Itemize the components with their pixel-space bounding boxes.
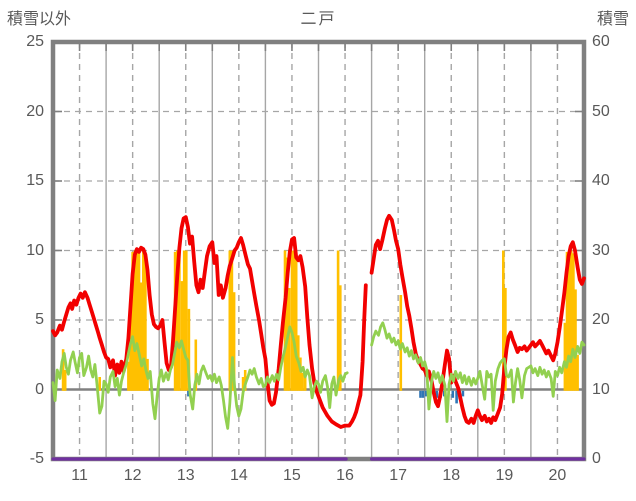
orange-bars-bar — [241, 377, 245, 391]
orange-bars-bar — [563, 322, 567, 391]
orange-bars-bar — [339, 285, 342, 391]
orange-bars-bar — [301, 372, 304, 391]
blue-bars-bar — [435, 390, 439, 398]
orange-bars-bar — [294, 253, 298, 391]
orange-bars-bar — [292, 250, 296, 391]
left-axis-tick-label: 10 — [26, 241, 44, 259]
orange-bars-bar — [288, 288, 291, 391]
orange-bars-bar — [565, 251, 569, 391]
orange-bars-bar — [142, 250, 145, 391]
blue-bars-bar — [455, 390, 458, 404]
left-axis-tick-label: 20 — [26, 102, 44, 120]
orange-bars-bar — [285, 257, 289, 391]
right-axis-tick-label: 30 — [592, 241, 610, 259]
orange-bars-bar — [178, 250, 181, 391]
orange-bars-bar — [399, 295, 403, 391]
orange-bars-bar — [176, 250, 179, 391]
orange-bars-bar — [182, 250, 186, 391]
right-axis-tick-label: 40 — [592, 172, 610, 189]
orange-bars-bar — [572, 253, 575, 391]
red-line — [369, 213, 586, 425]
orange-bars-bar — [230, 250, 234, 391]
red-line — [51, 215, 368, 429]
orange-bars-bar — [137, 251, 141, 391]
orange-bars-bar — [574, 289, 577, 391]
chart-title: 二戸 — [300, 11, 337, 28]
left-axis-tick-label: 5 — [35, 311, 44, 328]
orange-bars-bar — [303, 377, 307, 391]
orange-bars-bar — [63, 370, 67, 391]
blue-bars-bar — [187, 390, 190, 397]
x-axis-tick-label: 18 — [442, 467, 461, 484]
orange-bars-bar — [187, 308, 191, 391]
blue-bars-bar — [451, 390, 455, 398]
orange-bars-bar — [336, 250, 340, 391]
orange-bars-bar — [232, 292, 236, 391]
orange-bars-bar — [98, 377, 101, 391]
x-axis-tick-label: 11 — [71, 467, 88, 484]
x-axis-tick-label: 15 — [283, 467, 301, 484]
right-axis-tick-label: 20 — [592, 311, 610, 328]
right-axis-tick-label: 10 — [592, 380, 610, 398]
left-axis-tick-label: 15 — [26, 172, 44, 189]
x-axis-tick-label: 19 — [495, 467, 514, 484]
left-axis-title: 積雪以外 — [7, 11, 72, 28]
orange-bars-bar — [299, 357, 302, 391]
orange-bars-bar — [502, 250, 505, 391]
blue-bars-bar — [461, 390, 465, 397]
x-axis-tick-label: 12 — [123, 467, 142, 484]
orange-bars-bar — [133, 250, 137, 391]
right-axis-tick-label: 50 — [592, 102, 610, 120]
orange-bars-bar — [135, 250, 139, 391]
x-axis-tick-label: 16 — [336, 467, 354, 484]
orange-bars-bar — [504, 288, 507, 391]
left-axis-tick-label: 0 — [35, 380, 44, 398]
orange-bars-bar — [570, 250, 573, 391]
orange-bars-bar — [131, 251, 134, 391]
orange-bars-bar — [290, 250, 294, 391]
blue-bars-bar — [425, 390, 428, 397]
orange-bars-bar — [127, 361, 130, 391]
right-axis-title: 積雪 — [596, 11, 629, 28]
orange-bars-bar — [576, 354, 579, 391]
orange-bars-bar — [194, 339, 198, 391]
x-axis-tick-label: 20 — [548, 467, 567, 484]
orange-bars-bar — [228, 250, 232, 391]
orange-bars-bar — [144, 254, 147, 391]
green-line — [370, 321, 586, 423]
blue-bars-bar — [419, 390, 422, 398]
green-line — [51, 325, 349, 430]
orange-bars-bar — [61, 349, 65, 391]
orange-bars-bar — [185, 250, 188, 391]
blue-bars-bar — [421, 390, 425, 398]
x-axis-tick-label: 14 — [229, 467, 248, 484]
left-axis-tick-label: -5 — [29, 450, 44, 467]
right-axis-tick-label: 60 — [592, 33, 610, 50]
orange-bars-bar — [139, 282, 143, 391]
x-axis-tick-label: 17 — [389, 467, 408, 484]
x-axis-tick-label: 13 — [176, 467, 195, 484]
right-axis-tick-label: 0 — [592, 450, 601, 467]
left-axis-tick-label: 25 — [26, 33, 44, 50]
orange-bars-bar — [567, 250, 571, 391]
orange-bars-bar — [180, 281, 184, 391]
